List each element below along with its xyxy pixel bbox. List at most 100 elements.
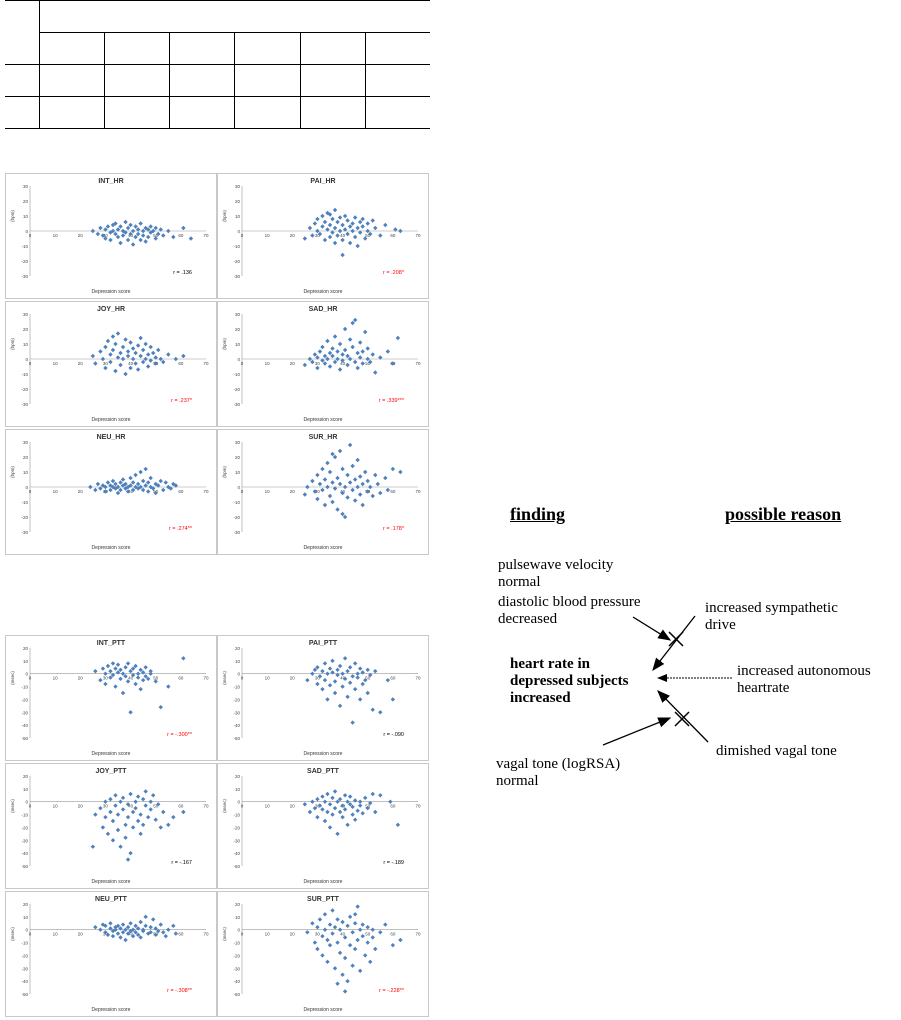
y-tick-label: 0 (237, 928, 240, 933)
panel-title: SAD_HR (309, 306, 338, 313)
scatter-panel-pai-hr: PAI_HR 30 20 10 0 -10 -20 -30 0 10 20 30 40 50 60 70 (bp… (217, 173, 429, 299)
reason-header: possible reason (725, 504, 842, 524)
data-point (337, 448, 343, 454)
data-point (133, 805, 138, 811)
y-tick-label: -20 (21, 387, 28, 392)
data-point (120, 807, 126, 812)
correlation-label: r = -.189 (383, 860, 404, 866)
data-point (158, 356, 163, 362)
data-point (345, 978, 350, 984)
vagal-line2: normal (496, 773, 539, 789)
data-point (370, 218, 375, 223)
y-tick-label: 10 (23, 214, 29, 219)
y-tick-label: -40 (233, 979, 240, 984)
data-point (373, 946, 378, 952)
data-point (151, 350, 156, 356)
correlation-label: r = -.308** (167, 988, 193, 994)
x-axis-label: Depression score (92, 545, 131, 551)
x-tick-label: 70 (415, 233, 421, 238)
data-point (166, 352, 171, 357)
data-point (327, 493, 333, 499)
y-tick-label: 20 (235, 455, 241, 460)
data-point (315, 216, 320, 222)
data-point (320, 358, 325, 363)
data-point (352, 661, 358, 666)
x-tick-label: 30 (315, 489, 321, 494)
x-tick-label: 30 (103, 361, 109, 366)
panel-title: NEU_HR (97, 434, 126, 441)
table-cell (299, 32, 366, 65)
data-point (98, 225, 103, 231)
data-point (125, 484, 131, 490)
heart-rate-line2: depressed subjects (510, 673, 629, 689)
y-tick-label: -30 (233, 966, 240, 971)
y-tick-label: -50 (233, 992, 240, 997)
data-point (138, 353, 143, 359)
x-tick-label: 40 (128, 489, 134, 494)
diastolic-line1: diastolic blood pressure (498, 594, 641, 610)
data-point (125, 237, 131, 243)
y-tick-label: -20 (233, 259, 240, 264)
data-point (322, 219, 328, 225)
x-tick-label: 60 (178, 233, 184, 238)
data-point (368, 672, 373, 678)
table-cell (39, 0, 430, 33)
data-point (340, 358, 345, 363)
data-point (103, 681, 108, 687)
causal-diagram: finding possible reason pulsewave veloci… (490, 500, 890, 800)
x-tick-label: 0 (241, 932, 244, 937)
x-tick-label: 40 (128, 804, 134, 809)
y-tick-label: 20 (23, 774, 29, 779)
data-point (140, 487, 146, 493)
data-point (135, 675, 141, 680)
data-point (378, 355, 383, 360)
data-point (332, 359, 338, 365)
data-point (357, 927, 363, 932)
data-point (130, 346, 136, 351)
data-point (118, 350, 123, 356)
table-cell (38, 96, 105, 129)
x-tick-label: 10 (265, 676, 271, 681)
y-tick-label: 30 (235, 312, 241, 317)
data-point (125, 353, 131, 359)
data-point (355, 365, 360, 371)
data-point (370, 927, 375, 932)
x-tick-label: 20 (78, 233, 84, 238)
y-tick-label: -20 (21, 825, 28, 830)
y-tick-label: 0 (237, 229, 240, 234)
y-tick-label: -10 (21, 244, 28, 249)
data-point (365, 478, 370, 484)
scatter-panel-sad-hr: SAD_HR3020100-10-20-30010203040506070(bp… (217, 301, 429, 427)
data-point (322, 237, 328, 243)
table-cell (364, 32, 430, 65)
data-point (352, 477, 358, 482)
x-tick-label: 60 (178, 932, 184, 937)
data-point (115, 670, 121, 675)
x-axis-label: Depression score (304, 417, 343, 423)
x-tick-label: 30 (315, 804, 321, 809)
y-axis-label: (msec) (222, 799, 227, 813)
x-axis-label: Depression score (92, 417, 131, 423)
data-point (350, 812, 355, 817)
data-point (370, 493, 375, 499)
x-axis-label: Depression score (304, 879, 343, 885)
data-point (322, 361, 328, 366)
scatter-panel-neu-hr: NEU_HR3020100-10-20-30010203040506070(bp… (5, 429, 217, 555)
data-point (352, 686, 358, 692)
data-point (345, 472, 350, 478)
x-axis-label: Depression score (304, 751, 343, 757)
data-point (305, 677, 310, 683)
data-point (151, 486, 156, 491)
data-point (103, 344, 108, 350)
data-point (350, 320, 355, 326)
y-tick-label: -20 (233, 697, 240, 702)
data-point (342, 347, 348, 353)
y-tick-label: 10 (235, 659, 241, 664)
y-tick-label: -30 (21, 274, 28, 279)
data-point (357, 230, 363, 235)
data-point (385, 487, 391, 493)
x-tick-label: 60 (178, 361, 184, 366)
data-point (125, 225, 131, 231)
x-tick-label: 0 (29, 233, 32, 238)
data-point (128, 340, 133, 345)
